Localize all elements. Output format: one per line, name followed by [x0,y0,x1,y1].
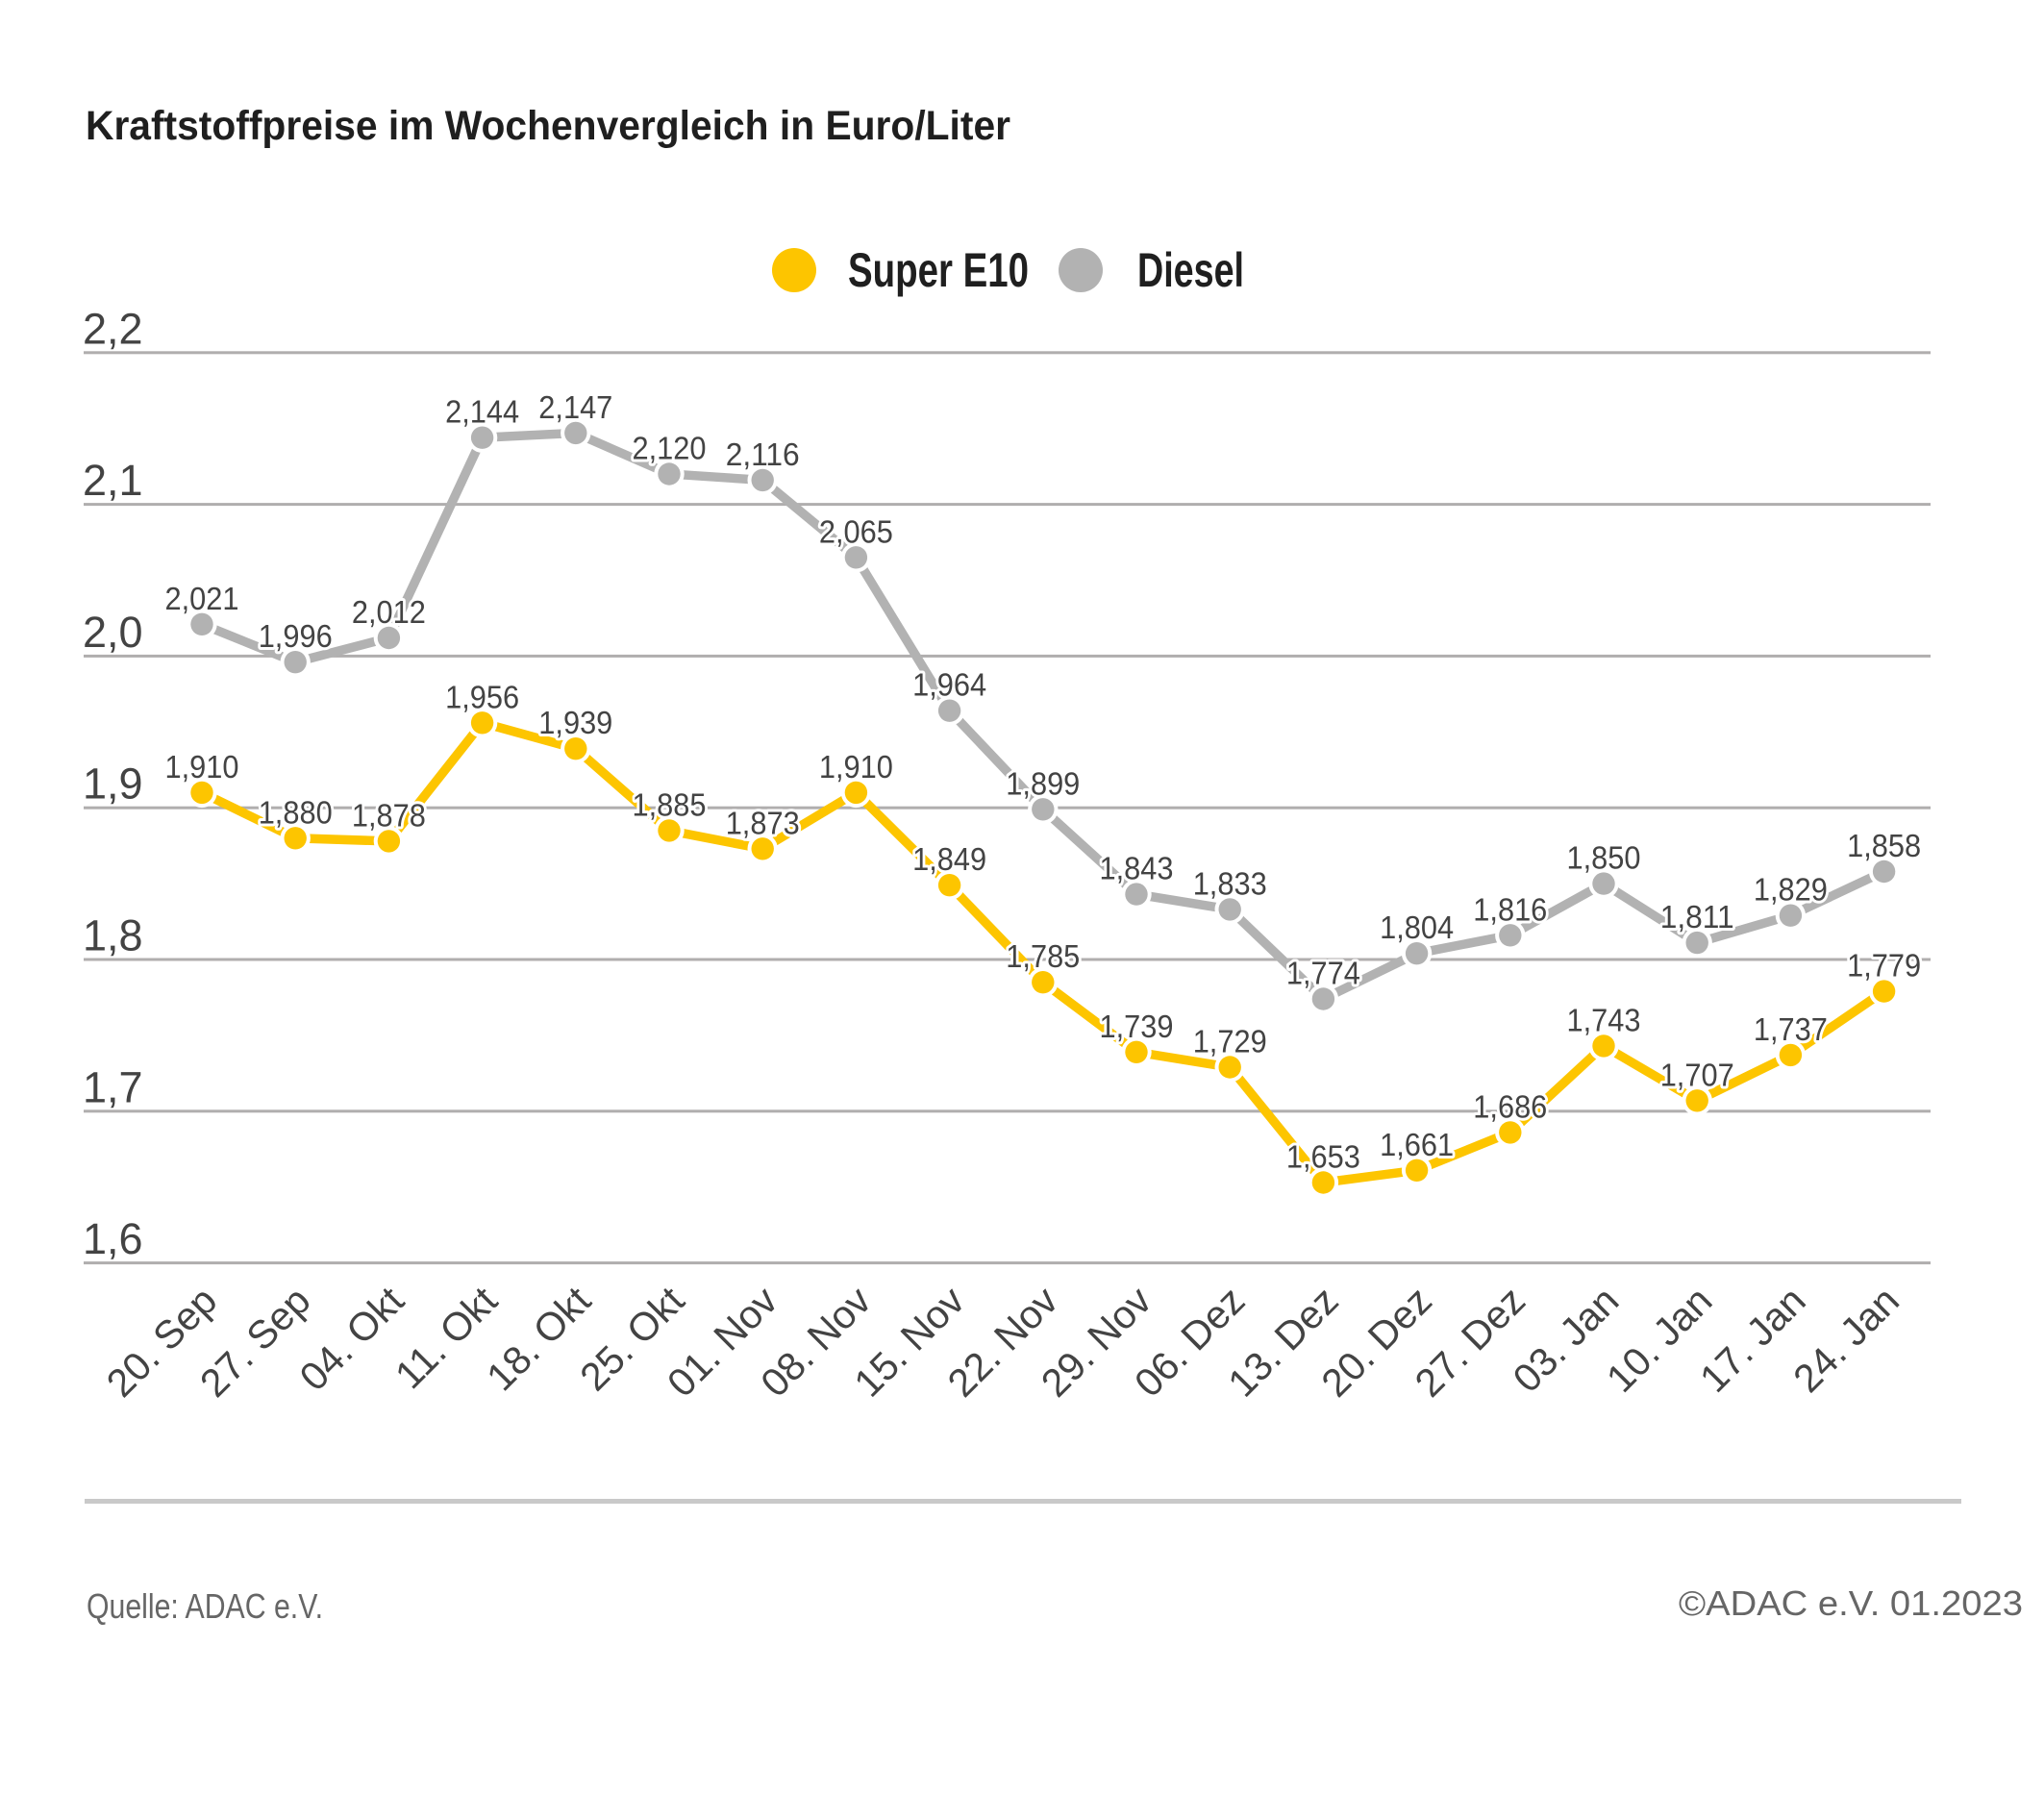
svg-text:1,829: 1,829 [1754,872,1828,908]
svg-text:1,873: 1,873 [726,805,800,840]
svg-text:1,858: 1,858 [1847,828,1921,863]
svg-text:1,939: 1,939 [538,705,612,740]
svg-text:1,885: 1,885 [633,786,707,822]
svg-text:1,849: 1,849 [912,841,986,877]
svg-text:1,964: 1,964 [912,667,986,703]
svg-text:1,739: 1,739 [1100,1009,1174,1044]
svg-text:2,147: 2,147 [538,389,612,425]
svg-text:1,996: 1,996 [259,618,333,654]
svg-text:2,120: 2,120 [633,431,707,466]
svg-text:2,2: 2,2 [83,304,143,353]
svg-text:1,899: 1,899 [1006,765,1080,801]
svg-text:1,707: 1,707 [1660,1057,1734,1092]
svg-text:2,065: 2,065 [819,513,893,549]
svg-text:1,743: 1,743 [1567,1002,1641,1037]
svg-text:1,850: 1,850 [1567,840,1641,876]
svg-text:1,880: 1,880 [259,794,333,830]
svg-text:1,737: 1,737 [1754,1011,1828,1047]
svg-text:1,9: 1,9 [83,760,143,809]
svg-text:1,811: 1,811 [1660,899,1734,934]
svg-text:1,729: 1,729 [1193,1024,1267,1059]
svg-text:1,878: 1,878 [352,797,426,833]
svg-text:1,7: 1,7 [83,1062,143,1111]
svg-text:1,6: 1,6 [83,1214,143,1263]
svg-text:2,144: 2,144 [445,394,519,430]
svg-text:Super E10: Super E10 [848,243,1029,297]
svg-text:1,686: 1,686 [1473,1088,1547,1124]
svg-text:1,779: 1,779 [1847,948,1921,984]
svg-text:2,1: 2,1 [83,456,143,505]
svg-text:1,816: 1,816 [1473,891,1547,927]
svg-text:2,021: 2,021 [165,581,239,616]
svg-text:Diesel: Diesel [1137,243,1244,297]
svg-text:1,774: 1,774 [1286,956,1360,991]
svg-text:Kraftstoffpreise im Wochenverg: Kraftstoffpreise im Wochenvergleich in E… [86,103,1010,149]
svg-text:1,910: 1,910 [819,749,893,785]
svg-text:Quelle: ADAC e.V.: Quelle: ADAC e.V. [87,1586,323,1626]
svg-text:1,661: 1,661 [1380,1127,1454,1162]
svg-text:©ADAC e.V. 01.2023: ©ADAC e.V. 01.2023 [1679,1583,2023,1623]
svg-text:2,116: 2,116 [726,436,800,472]
svg-text:1,785: 1,785 [1006,938,1080,974]
svg-text:1,910: 1,910 [165,749,239,785]
svg-text:1,653: 1,653 [1286,1139,1360,1175]
svg-text:1,833: 1,833 [1193,865,1267,901]
svg-text:1,843: 1,843 [1100,851,1174,886]
svg-text:2,012: 2,012 [352,594,426,630]
svg-text:1,8: 1,8 [83,911,143,960]
svg-text:2,0: 2,0 [83,608,143,657]
svg-text:1,956: 1,956 [445,679,519,714]
svg-text:1,804: 1,804 [1380,909,1454,945]
